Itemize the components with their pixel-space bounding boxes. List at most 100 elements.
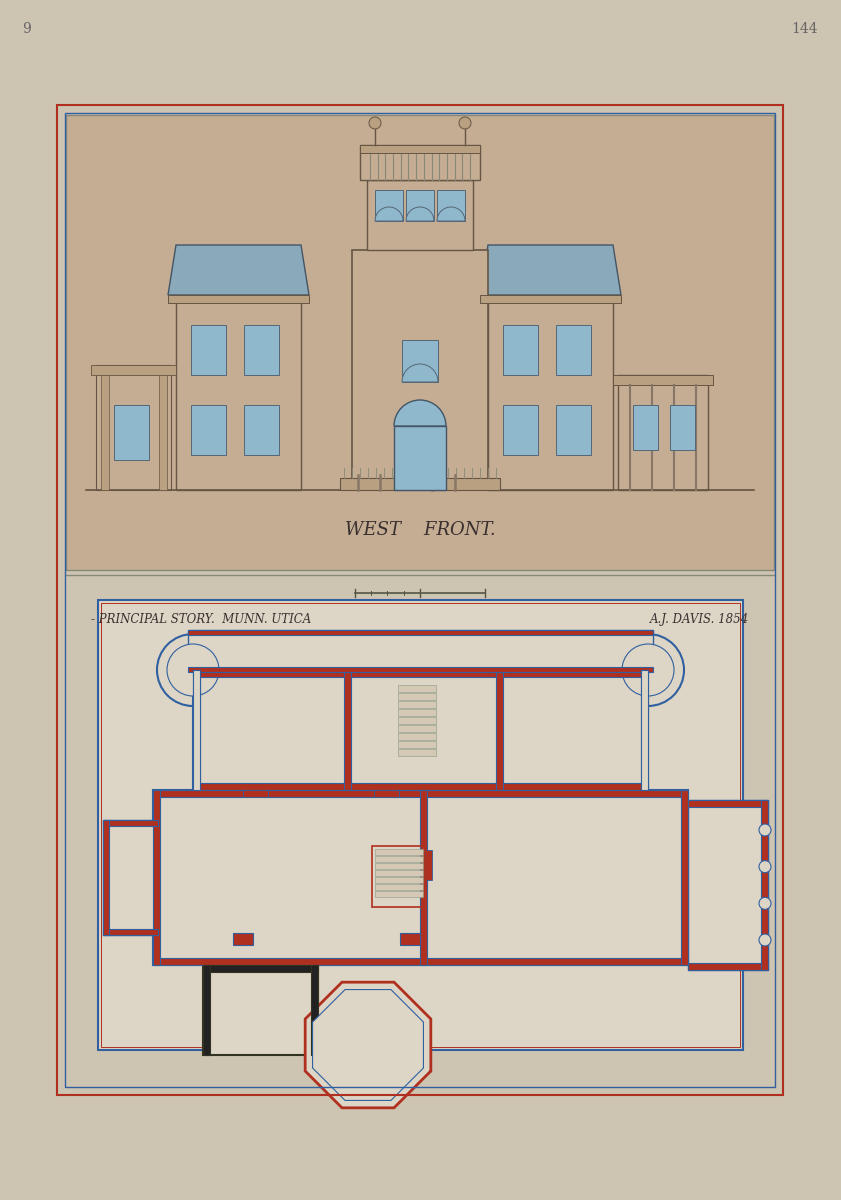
Bar xyxy=(96,365,171,490)
Bar xyxy=(437,190,465,221)
Bar xyxy=(203,965,210,1055)
Bar xyxy=(103,929,158,935)
Text: LIB.: LIB. xyxy=(257,715,280,725)
Bar xyxy=(398,685,436,692)
Bar xyxy=(101,602,740,1046)
Bar xyxy=(670,404,695,450)
Circle shape xyxy=(167,644,219,696)
Bar xyxy=(193,670,200,790)
Bar xyxy=(188,630,653,672)
Bar xyxy=(375,884,423,890)
Circle shape xyxy=(612,634,684,706)
Circle shape xyxy=(759,824,771,836)
Bar xyxy=(496,670,503,790)
Bar xyxy=(352,250,488,490)
Text: RECP.: RECP. xyxy=(352,1040,385,1050)
Text: HALL: HALL xyxy=(264,870,309,884)
Bar xyxy=(398,709,436,716)
Bar xyxy=(103,820,158,935)
Bar xyxy=(101,374,109,490)
Bar xyxy=(420,790,427,965)
Bar xyxy=(688,800,768,970)
Wedge shape xyxy=(402,364,438,382)
Circle shape xyxy=(759,898,771,910)
Bar xyxy=(613,374,713,385)
Wedge shape xyxy=(394,400,446,426)
Bar xyxy=(618,374,708,490)
Bar xyxy=(394,426,446,490)
Bar xyxy=(556,325,591,374)
Text: KIT.: KIT. xyxy=(561,715,583,725)
Bar xyxy=(406,190,434,221)
Bar xyxy=(91,365,176,374)
Bar xyxy=(66,115,774,570)
Bar xyxy=(191,404,226,455)
Bar xyxy=(244,404,279,455)
Bar xyxy=(375,190,403,221)
Bar xyxy=(65,113,775,1087)
Bar xyxy=(193,670,648,790)
Bar xyxy=(375,863,423,869)
Bar xyxy=(193,670,200,790)
Circle shape xyxy=(759,934,771,946)
Bar xyxy=(641,670,648,790)
Wedge shape xyxy=(437,206,465,221)
Bar xyxy=(244,325,279,374)
Bar xyxy=(159,374,167,490)
Bar xyxy=(153,790,688,797)
Bar xyxy=(103,820,109,935)
Bar xyxy=(761,800,768,970)
Bar xyxy=(153,958,688,965)
Text: - PRINCIPAL STORY.  MUNN. UTICA: - PRINCIPAL STORY. MUNN. UTICA xyxy=(91,613,311,626)
Wedge shape xyxy=(406,206,434,221)
Bar xyxy=(340,478,500,490)
Circle shape xyxy=(157,634,229,706)
Bar xyxy=(400,934,420,946)
Text: PAR: PAR xyxy=(543,870,573,884)
Bar xyxy=(503,325,538,374)
Bar xyxy=(398,725,436,732)
Circle shape xyxy=(759,860,771,872)
Polygon shape xyxy=(305,982,431,1108)
Bar xyxy=(153,790,688,965)
Circle shape xyxy=(369,116,381,128)
Bar xyxy=(556,404,591,455)
Bar xyxy=(681,790,688,965)
Bar xyxy=(398,701,436,708)
Bar xyxy=(57,104,783,1094)
Bar xyxy=(114,404,149,460)
Bar xyxy=(153,790,160,965)
Bar xyxy=(488,295,613,490)
Bar xyxy=(375,890,423,898)
Bar xyxy=(375,850,423,854)
Bar xyxy=(688,800,768,806)
Bar xyxy=(98,600,743,1050)
Bar xyxy=(398,740,436,748)
Bar xyxy=(633,404,658,450)
Text: PORCH: PORCH xyxy=(230,1015,270,1025)
Bar xyxy=(193,670,648,677)
Bar xyxy=(203,965,318,1055)
Text: 9: 9 xyxy=(22,22,31,36)
Bar xyxy=(425,850,432,880)
Text: WEST    FRONT.: WEST FRONT. xyxy=(345,521,495,539)
Bar xyxy=(188,667,653,672)
Bar xyxy=(398,716,436,724)
Bar xyxy=(374,790,399,797)
Bar xyxy=(360,145,480,180)
Text: A.J. DAVIS. 1854: A.J. DAVIS. 1854 xyxy=(650,613,749,626)
Bar xyxy=(168,295,309,302)
Bar xyxy=(641,670,648,790)
Bar xyxy=(375,856,423,862)
Bar xyxy=(176,295,301,490)
Bar xyxy=(398,749,436,756)
Polygon shape xyxy=(168,245,309,295)
Bar xyxy=(243,790,268,797)
Bar xyxy=(344,670,351,790)
Text: 144: 144 xyxy=(791,22,818,36)
Bar xyxy=(398,692,436,700)
Bar xyxy=(503,404,538,455)
Bar xyxy=(375,870,423,876)
Bar xyxy=(367,180,473,250)
Bar xyxy=(402,340,438,382)
